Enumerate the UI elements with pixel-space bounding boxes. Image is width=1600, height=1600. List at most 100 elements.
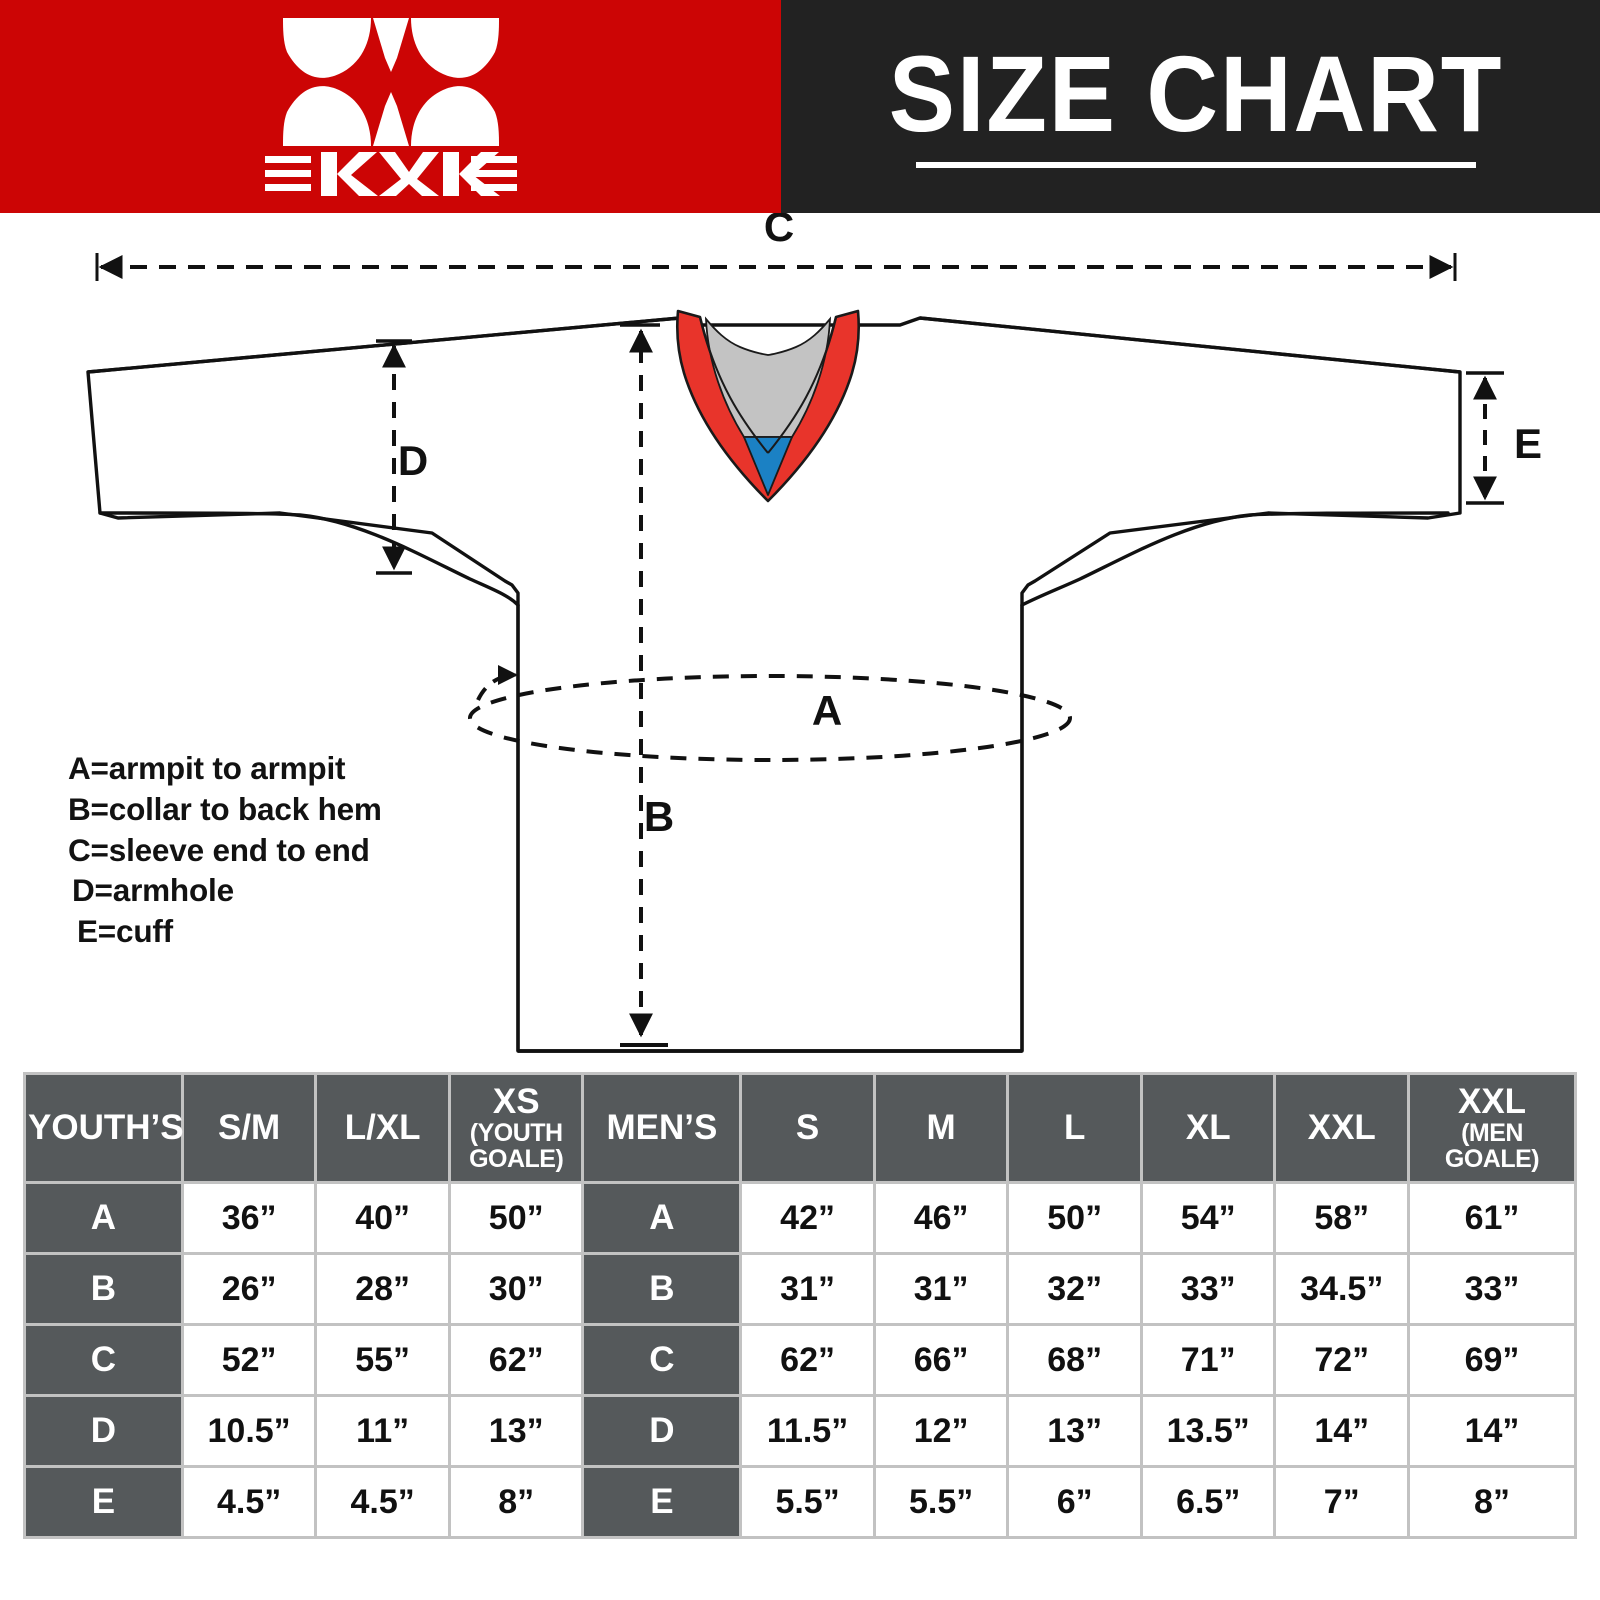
cell-mens-b-xl: 33” [1142,1255,1274,1323]
legend-line-a: A=armpit to armpit [68,750,346,786]
header-mens-m-label: M [926,1108,956,1148]
row-label-mens-a: A [584,1184,740,1252]
cell-mens-e-l: 6” [1009,1468,1140,1536]
cell-youth-d-lxl: 11” [317,1397,448,1465]
table-row: A 36” 40” 50” A 42” 46” 50” 54” 58” 61” [26,1184,1574,1252]
table-row: C 52” 55” 62” C 62” 66” 68” 71” 72” 69” [26,1326,1574,1394]
cell-mens-d-m: 12” [875,1397,1007,1465]
cell-mens-c-l: 68” [1009,1326,1140,1394]
dimension-c [95,253,1457,281]
brand-panel [0,0,781,213]
header-youth-sm-label: S/M [217,1108,281,1148]
cell-mens-d-s: 11.5” [742,1397,873,1465]
size-table-wrapper: YOUTH’S S/M L/XL XS (YOUTH GOALE) [23,1072,1577,1539]
label-b: B [644,793,674,840]
dimension-e [1466,371,1504,505]
cell-mens-a-xl: 54” [1142,1184,1274,1252]
header-mens-xxl: XXL [1276,1075,1408,1181]
header-mens-xl: XL [1142,1075,1274,1181]
cell-mens-c-xl: 71” [1142,1326,1274,1394]
header-youth-xs-label: XS [492,1082,540,1122]
cell-mens-b-s: 31” [742,1255,873,1323]
label-d: D [398,437,428,484]
cell-mens-c-xxlg: 69” [1410,1326,1574,1394]
kxk-logo [261,12,521,202]
cell-mens-a-s: 42” [742,1184,873,1252]
header-youth-xs-goalie: XS (YOUTH GOALE) [450,1075,582,1181]
cell-mens-d-xxl: 14” [1276,1397,1408,1465]
cell-youth-b-xs: 30” [450,1255,582,1323]
cell-mens-b-l: 32” [1009,1255,1140,1323]
cell-youth-b-sm: 26” [183,1255,315,1323]
header-youths-label: YOUTH’S [28,1108,184,1148]
cell-youth-d-sm: 10.5” [183,1397,315,1465]
cell-mens-a-xxlg: 61” [1410,1184,1574,1252]
table-row: D 10.5” 11” 13” D 11.5” 12” 13” 13.5” 14… [26,1397,1574,1465]
header-mens-xxl-label: XXL [1307,1108,1376,1148]
row-label-youth-d: D [26,1397,181,1465]
cell-youth-a-lxl: 40” [317,1184,448,1252]
table-header-row: YOUTH’S S/M L/XL XS (YOUTH GOALE) [26,1075,1574,1181]
legend-line-e: E=cuff [77,913,173,950]
cell-mens-c-s: 62” [742,1326,873,1394]
cell-youth-c-xs: 62” [450,1326,582,1394]
row-label-mens-d: D [584,1397,740,1465]
legend-line-c: C=sleeve end to end [68,831,370,868]
header-youth-lxl: L/XL [317,1075,448,1181]
cell-mens-b-m: 31” [875,1255,1007,1323]
page-title: SIZE CHART [888,32,1503,154]
header-mens: MEN’S [584,1075,740,1181]
table-row: B 26” 28” 30” B 31” 31” 32” 33” 34.5” 33… [26,1255,1574,1323]
cell-youth-b-lxl: 28” [317,1255,448,1323]
measurement-legend: A=armpit to armpit B=collar to back hem … [68,748,498,952]
cell-youth-a-xs: 50” [450,1184,582,1252]
cell-mens-d-l: 13” [1009,1397,1140,1465]
dimension-a [468,665,1072,762]
cell-mens-e-xl: 6.5” [1142,1468,1274,1536]
row-label-mens-e: E [584,1468,740,1536]
header-youth-sm: S/M [183,1075,315,1181]
cell-youth-d-xs: 13” [450,1397,582,1465]
cell-mens-a-m: 46” [875,1184,1007,1252]
header-mens-xxl-goalie: XXL (MEN GOALE) [1410,1075,1574,1181]
cell-mens-b-xxl: 34.5” [1276,1255,1408,1323]
header-youth-xs-sub: (YOUTH GOALE) [469,1118,564,1173]
header-mens-xxl-goalie-sub: (MEN GOALE) [1444,1118,1540,1173]
title-panel: SIZE CHART [781,0,1600,213]
cell-mens-a-l: 50” [1009,1184,1140,1252]
jersey-measurement-diagram: C D E A B [0,203,1600,1070]
header-mens-xl-label: XL [1185,1108,1231,1148]
cell-youth-e-xs: 8” [450,1468,582,1536]
header-mens-label: MEN’S [606,1108,718,1148]
cell-youth-e-lxl: 4.5” [317,1468,448,1536]
cell-youth-c-sm: 52” [183,1326,315,1394]
row-label-youth-a: A [26,1184,181,1252]
cell-youth-a-sm: 36” [183,1184,315,1252]
cell-mens-b-xxlg: 33” [1410,1255,1574,1323]
cell-mens-d-xl: 13.5” [1142,1397,1274,1465]
page-header: SIZE CHART [0,0,1600,213]
header-mens-s-label: S [795,1108,820,1148]
label-e: E [1514,420,1542,467]
size-table: YOUTH’S S/M L/XL XS (YOUTH GOALE) [23,1072,1577,1539]
row-label-youth-b: B [26,1255,181,1323]
cell-mens-a-xxl: 58” [1276,1184,1408,1252]
header-mens-s: S [742,1075,873,1181]
row-label-mens-c: C [584,1326,740,1394]
cell-mens-e-m: 5.5” [875,1468,1007,1536]
header-mens-xxl-goalie-label: XXL [1457,1082,1527,1122]
title-underline [915,161,1476,168]
cell-youth-e-sm: 4.5” [183,1468,315,1536]
label-a: A [812,687,842,734]
dimension-b [620,323,668,1047]
header-mens-l: L [1009,1075,1140,1181]
header-youths: YOUTH’S [26,1075,184,1181]
table-row: E 4.5” 4.5” 8” E 5.5” 5.5” 6” 6.5” 7” 8” [26,1468,1574,1536]
header-mens-m: M [875,1075,1007,1181]
cell-mens-d-xxlg: 14” [1410,1397,1574,1465]
row-label-youth-c: C [26,1326,181,1394]
label-c: C [764,213,794,250]
row-label-mens-b: B [584,1255,740,1323]
cell-mens-e-s: 5.5” [742,1468,873,1536]
